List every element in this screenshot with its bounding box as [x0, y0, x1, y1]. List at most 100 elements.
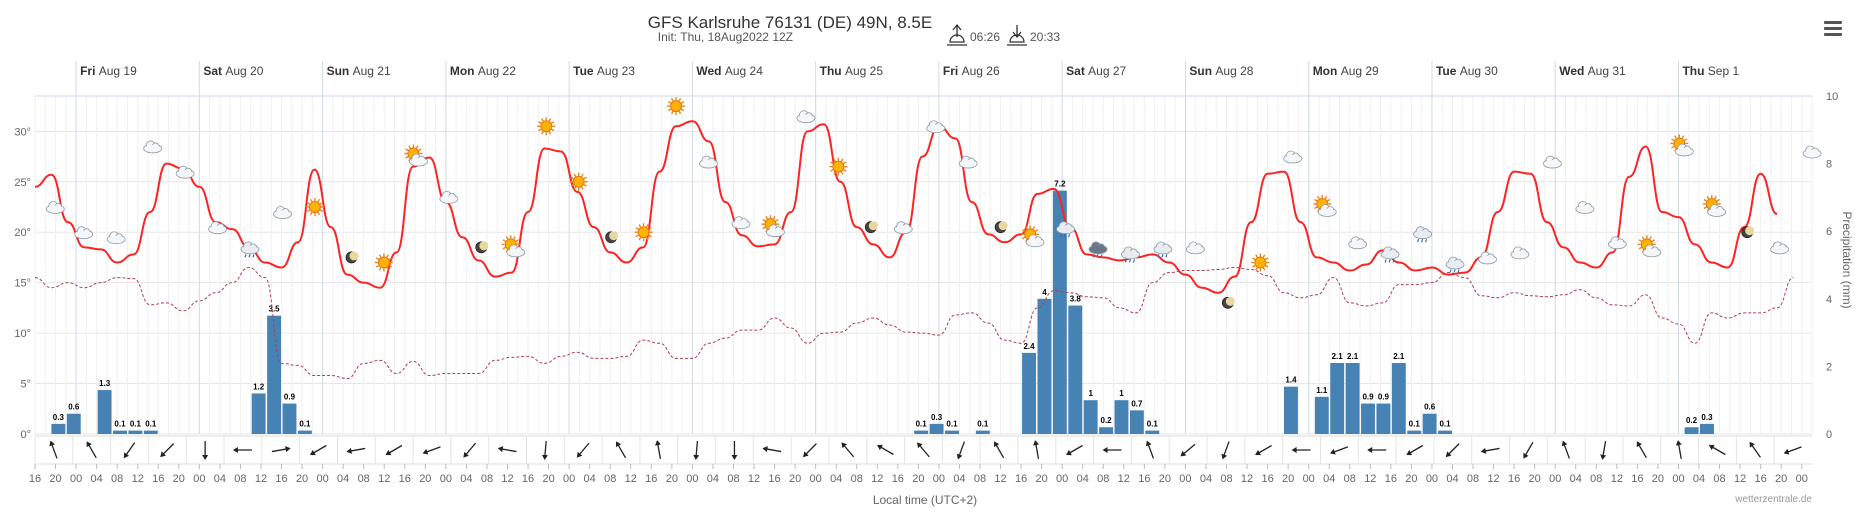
precip-bar — [1330, 363, 1345, 434]
thunder-cloud-icon — [1088, 241, 1108, 258]
precip-bar — [1700, 423, 1714, 434]
x-tick-label: 16 — [29, 473, 41, 485]
x-tick-label: 12 — [994, 473, 1006, 485]
x-tick-label: 00 — [440, 473, 452, 485]
wind-arrow — [994, 441, 1005, 459]
day-date: Aug 30 — [1460, 64, 1498, 78]
precip-bar-label: 0.1 — [946, 420, 958, 429]
x-tick-label: 04 — [214, 473, 226, 485]
wind-arrow — [1329, 446, 1349, 455]
wind-arrow — [86, 441, 97, 459]
wind-arrow — [202, 441, 209, 460]
sun-icon — [374, 253, 393, 272]
precip-bar-label: 0.3 — [931, 413, 943, 422]
wind-arrow — [576, 442, 590, 458]
precip-bar — [1129, 410, 1144, 434]
moon-icon — [1741, 226, 1755, 239]
hamburger-menu-icon[interactable] — [1822, 20, 1844, 38]
cloud-icon — [796, 110, 816, 124]
wind-arrow — [385, 444, 403, 456]
x-tick-label: 20 — [173, 473, 185, 485]
day-of-week: Tue — [1436, 64, 1460, 78]
precip-bar — [1345, 363, 1360, 434]
y-right-tick: 4 — [1826, 294, 1832, 306]
x-tick-label: 20 — [1529, 473, 1541, 485]
wind-arrow — [123, 442, 136, 459]
day-date: Aug 31 — [1588, 64, 1626, 78]
precip-bar — [267, 315, 282, 434]
wind-arrow — [1708, 444, 1726, 456]
day-label: Sat Aug 27 — [1066, 64, 1126, 78]
cloud-icon — [958, 155, 978, 169]
x-tick-label: 16 — [1261, 473, 1273, 485]
precip-bar — [929, 423, 944, 434]
cloud-icon — [926, 120, 946, 134]
x-tick-label: 08 — [481, 473, 493, 485]
x-tick-label: 20 — [789, 473, 801, 485]
precip-bar — [143, 430, 158, 434]
precip-bar-label: 0.1 — [145, 420, 157, 429]
precip-bar-label: 0.3 — [53, 413, 65, 422]
x-tick-label: 16 — [645, 473, 657, 485]
x-tick-label: 04 — [584, 473, 596, 485]
wind-arrow — [1367, 446, 1387, 453]
precip-bar-label: 1 — [1119, 389, 1124, 398]
precip-bar — [1052, 190, 1067, 434]
day-of-week: Mon — [1313, 64, 1341, 78]
day-label: Fri Aug 19 — [80, 64, 137, 78]
wind-arrow — [1523, 441, 1534, 459]
wind-arrow — [615, 441, 627, 459]
precip-bar — [66, 413, 81, 434]
day-label: Sun Aug 21 — [327, 64, 391, 78]
precip-bar — [1022, 352, 1036, 434]
x-tick-label: 12 — [1487, 473, 1499, 485]
x-tick-label: 12 — [1241, 473, 1253, 485]
chart-title: GFS Karlsruhe 76131 (DE) 49N, 8.5E — [648, 13, 932, 32]
wind-arrow — [346, 447, 366, 454]
precip-bar-label: 0.1 — [977, 420, 989, 429]
y-left-tick: 15° — [14, 278, 31, 290]
x-tick-label: 16 — [1631, 473, 1643, 485]
x-tick-label: 00 — [563, 473, 575, 485]
day-of-week: Mon — [450, 64, 478, 78]
sun-icon — [1251, 253, 1270, 272]
x-tick-label: 20 — [1405, 473, 1417, 485]
wind-arrow — [917, 442, 930, 458]
x-tick-label: 12 — [501, 473, 513, 485]
x-tick-label: 08 — [604, 473, 616, 485]
sun-cloud-icon — [1313, 194, 1337, 217]
cloud-icon — [1185, 241, 1205, 255]
y-left-tick: 20° — [14, 227, 31, 239]
precip-bar — [945, 430, 959, 434]
cloud-icon — [143, 140, 163, 154]
day-label: Fri Aug 26 — [943, 64, 1000, 78]
x-tick-label: 00 — [70, 473, 82, 485]
wind-arrow — [655, 440, 662, 459]
wind-arrow — [841, 442, 855, 458]
day-label: Wed Aug 24 — [696, 64, 763, 78]
rain-cloud-icon — [1153, 241, 1173, 258]
x-tick-label: 20 — [1282, 473, 1294, 485]
x-tick-label: 16 — [152, 473, 164, 485]
cloud-icon — [1543, 155, 1562, 169]
cloud-icon — [175, 165, 195, 179]
y-left-tick: 30° — [14, 126, 31, 138]
x-tick-label: 20 — [419, 473, 431, 485]
wind-arrow — [160, 443, 175, 458]
cloud-icon — [1283, 150, 1303, 164]
wind-arrow — [541, 440, 548, 460]
moon-icon — [605, 231, 619, 244]
day-date: Sep 1 — [1708, 64, 1740, 78]
x-tick-label: 12 — [1734, 473, 1746, 485]
precip-bar — [1284, 386, 1298, 434]
x-tick-label: 12 — [871, 473, 883, 485]
sun-cloud-icon — [1021, 225, 1045, 248]
day-of-week: Sun — [1189, 64, 1215, 78]
wind-arrow — [1480, 447, 1500, 454]
precip-bar-label: 0.2 — [1101, 416, 1113, 425]
x-tick-label: 16 — [1015, 473, 1027, 485]
wind-arrow — [1033, 440, 1040, 459]
precip-bar-label: 2.4 — [1023, 342, 1035, 351]
precipitation-bar-labels: 0.30.61.30.1 0.1 0.11.23.50.90.1 0.10.30.1 0… — [53, 180, 1713, 429]
cloud-icon — [1770, 241, 1790, 255]
